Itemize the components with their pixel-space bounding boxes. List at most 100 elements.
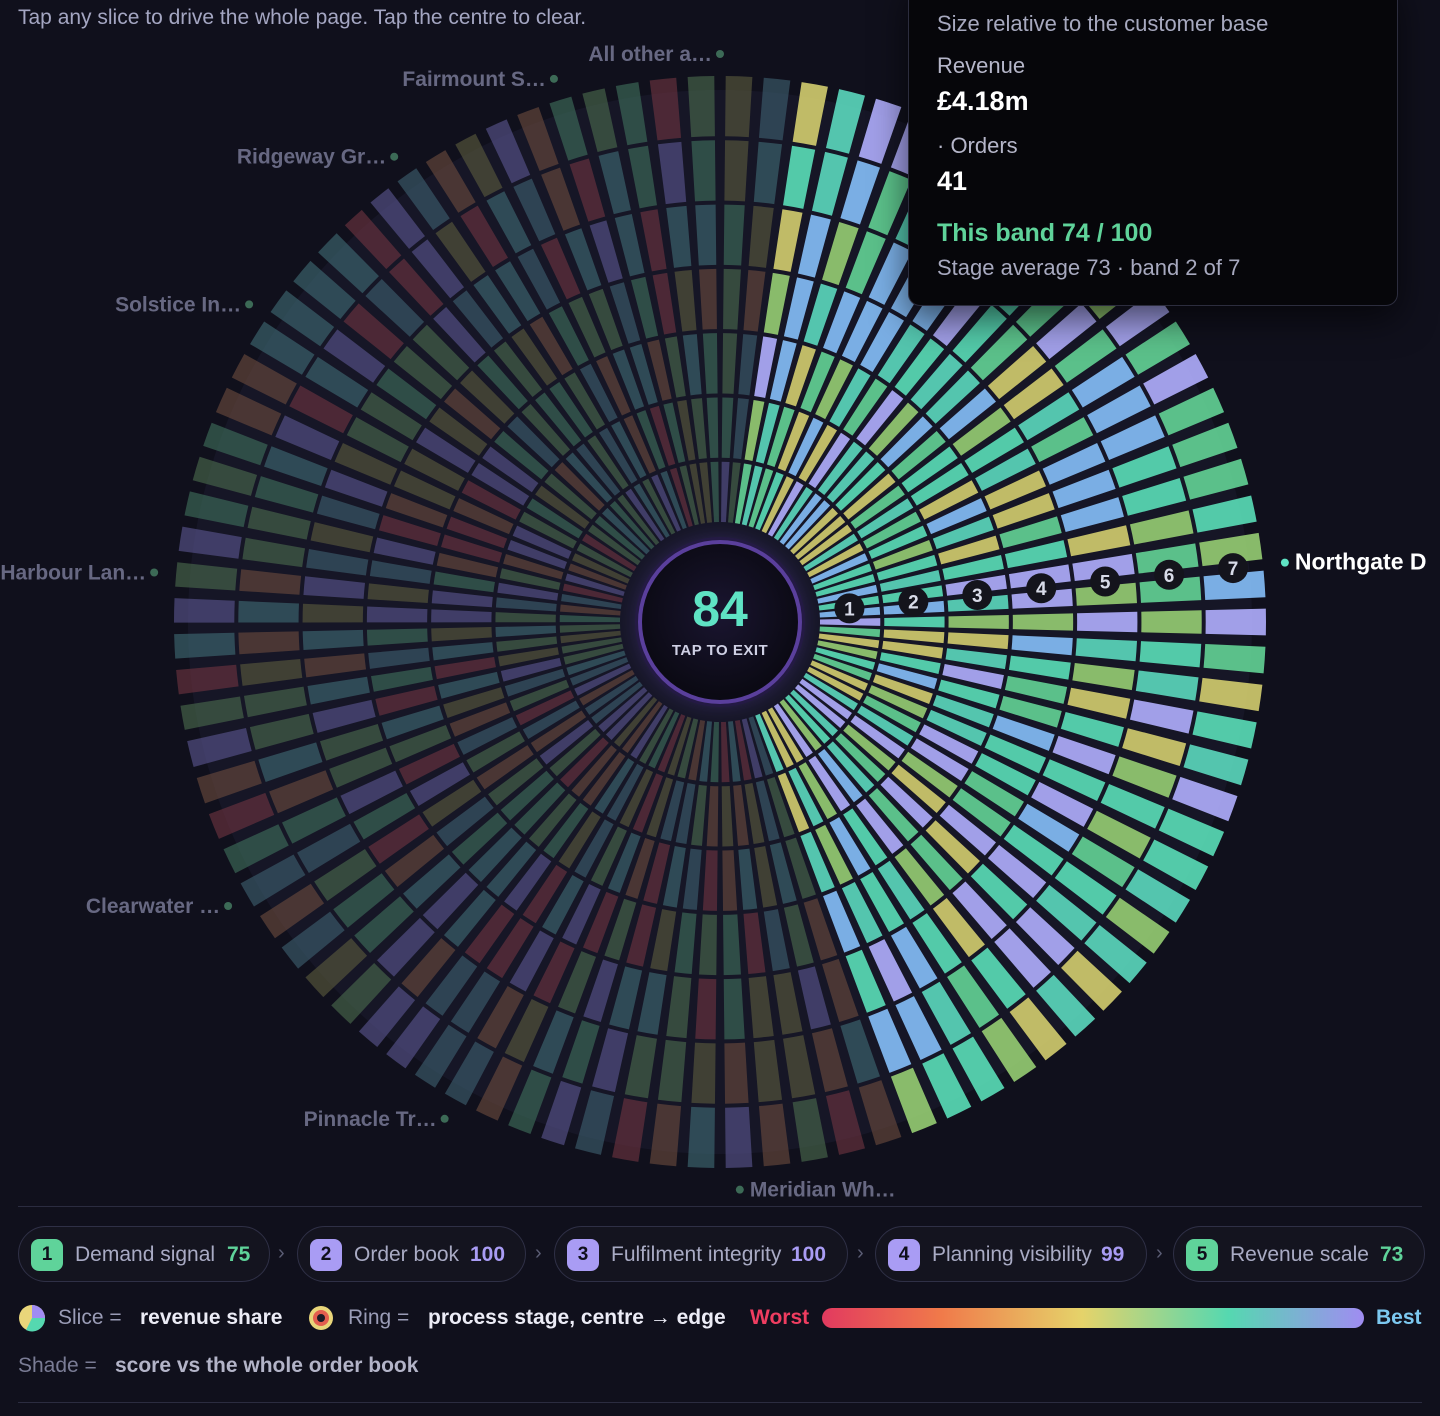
band-segment[interactable] (691, 140, 716, 202)
band-segment[interactable] (393, 345, 453, 400)
band-segment[interactable] (910, 738, 969, 782)
band-segment[interactable] (558, 951, 597, 1014)
band-segment[interactable] (496, 636, 558, 652)
band-segment[interactable] (530, 710, 587, 753)
band-segment[interactable] (863, 695, 921, 733)
band-segment[interactable] (880, 776, 933, 828)
band-segment[interactable] (517, 248, 561, 310)
band-segment[interactable] (876, 663, 938, 690)
band-segment[interactable] (942, 664, 1004, 689)
band-segment[interactable] (810, 553, 868, 584)
band-segment[interactable] (725, 76, 753, 138)
band-segment[interactable] (1129, 510, 1194, 545)
band-segment[interactable] (1004, 675, 1068, 704)
band-segment[interactable] (761, 476, 794, 534)
band-segment[interactable] (1054, 861, 1117, 915)
band-segment[interactable] (1172, 776, 1238, 822)
band-segment[interactable] (565, 452, 613, 503)
stage-chip-revenue-scale[interactable]: 5 Revenue scale 73 (1173, 1226, 1425, 1282)
band-segment[interactable] (850, 485, 905, 529)
band-segment[interactable] (636, 410, 666, 470)
band-segment[interactable] (868, 939, 913, 1002)
band-segment[interactable] (769, 340, 797, 402)
band-segment[interactable] (647, 339, 672, 401)
band-segment[interactable] (766, 406, 795, 468)
band-segment[interactable] (579, 669, 635, 706)
band-segment[interactable] (807, 666, 864, 701)
band-segment[interactable] (710, 461, 719, 523)
band-segment[interactable] (1004, 540, 1068, 569)
band-segment[interactable] (254, 476, 319, 513)
band-segment[interactable] (630, 276, 659, 339)
band-segment[interactable] (777, 772, 810, 833)
band-segment[interactable] (808, 432, 851, 489)
band-segment[interactable] (187, 727, 252, 767)
band-segment[interactable] (910, 353, 963, 410)
band-segment[interactable] (947, 965, 1000, 1028)
band-segment[interactable] (840, 1019, 881, 1084)
band-segment[interactable] (910, 462, 969, 506)
band-segment[interactable] (987, 844, 1047, 899)
band-segment[interactable] (835, 462, 886, 511)
band-segment[interactable] (449, 702, 511, 737)
band-segment[interactable] (910, 834, 963, 891)
band-segment[interactable] (877, 860, 925, 920)
band-segment[interactable] (549, 728, 601, 777)
band-segment[interactable] (433, 571, 495, 593)
band-segment[interactable] (724, 1042, 749, 1104)
band-segment[interactable] (504, 853, 552, 911)
band-segment[interactable] (495, 261, 541, 322)
band-segment[interactable] (1003, 824, 1064, 876)
band-segment[interactable] (346, 417, 409, 463)
band-segment[interactable] (663, 402, 686, 464)
band-segment[interactable] (925, 820, 980, 874)
band-segment[interactable] (604, 898, 637, 961)
ring-marker[interactable] (962, 579, 993, 610)
band-segment[interactable] (562, 583, 623, 603)
band-segment[interactable] (476, 1056, 523, 1121)
band-segment[interactable] (738, 334, 758, 396)
band-segment[interactable] (173, 598, 235, 623)
band-segment[interactable] (500, 657, 562, 682)
band-segment[interactable] (841, 882, 883, 944)
band-segment[interactable] (180, 696, 244, 730)
band-segment[interactable] (790, 507, 838, 555)
band-segment[interactable] (1125, 321, 1190, 375)
band-segment[interactable] (343, 303, 404, 360)
band-segment[interactable] (792, 1098, 828, 1162)
band-segment[interactable] (845, 231, 886, 295)
band-segment[interactable] (544, 473, 597, 520)
band-segment[interactable] (1205, 608, 1266, 636)
band-segment[interactable] (1077, 611, 1138, 633)
band-segment[interactable] (706, 785, 719, 847)
band-segment[interactable] (1031, 417, 1094, 463)
band-segment[interactable] (868, 685, 928, 719)
band-segment[interactable] (1067, 687, 1131, 719)
band-segment[interactable] (674, 269, 697, 332)
band-segment[interactable] (964, 771, 1024, 817)
band-segment[interactable] (970, 324, 1028, 381)
band-segment[interactable] (304, 653, 367, 678)
band-segment[interactable] (543, 802, 589, 859)
band-segment[interactable] (734, 463, 752, 524)
band-segment[interactable] (850, 715, 905, 759)
band-segment[interactable] (360, 392, 422, 441)
band-segment[interactable] (590, 826, 627, 886)
band-segment[interactable] (240, 854, 306, 907)
band-segment[interactable] (723, 978, 745, 1040)
band-segment[interactable] (884, 616, 945, 628)
band-segment[interactable] (444, 388, 501, 440)
band-segment[interactable] (835, 733, 886, 782)
band-segment[interactable] (788, 767, 824, 827)
band-segment[interactable] (666, 205, 692, 268)
band-segment[interactable] (710, 721, 719, 783)
band-segment[interactable] (370, 188, 425, 249)
band-segment[interactable] (925, 370, 980, 424)
band-segment[interactable] (939, 804, 996, 856)
band-segment[interactable] (783, 145, 816, 209)
band-segment[interactable] (649, 405, 676, 466)
band-segment[interactable] (754, 336, 778, 398)
band-segment[interactable] (247, 506, 311, 540)
band-segment[interactable] (398, 743, 460, 785)
band-segment[interactable] (493, 341, 543, 398)
